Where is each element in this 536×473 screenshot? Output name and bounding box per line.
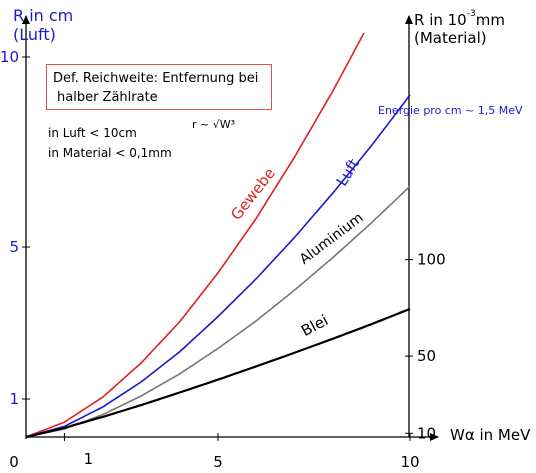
x-axis-tick-label: 10 [400, 453, 419, 471]
definition-line-2: halber Zählrate [57, 90, 158, 105]
x-axis-tick-label: 0 [9, 453, 19, 471]
definition-line-1: Def. Reichweite: Entfernung bei [53, 71, 259, 86]
x-axis-tick-label: 5 [213, 453, 223, 471]
x-axis-title: Wα in MeV [450, 426, 531, 444]
luft-range-note: in Luft < 10cm [48, 126, 137, 140]
series-line-gewebe [25, 32, 365, 438]
right-axis-tick-label: 10 [417, 424, 436, 442]
definition-box: Def. Reichweite: Entfernung bei halber Z… [46, 64, 272, 110]
right-axis-title-prefix: R in 10 [414, 11, 467, 29]
left-axis-title: R in cm (Luft) [13, 6, 73, 44]
left-axis-tick-label: 1 [9, 390, 19, 408]
series-line-blei [25, 307, 411, 439]
x-axis-tick-label: 1 [84, 450, 94, 468]
left-axis-title-line1: R in cm [13, 6, 74, 25]
right-axis-title-line2: (Material) [414, 29, 487, 47]
left-axis-tick-label: 5 [9, 238, 19, 256]
right-axis-title-exponent: -3 [466, 9, 476, 19]
right-axis-title-unit: mm [475, 11, 505, 29]
range-formula: r ~ √W³ [192, 118, 236, 131]
material-range-note: in Material < 0,1mm [48, 146, 172, 160]
left-axis-tick-label: 10 [0, 48, 19, 66]
right-axis-title: R in 10-3mm (Material) [414, 8, 505, 47]
series-label-blei: Blei [298, 311, 331, 340]
right-axis-tick-label: 100 [417, 251, 446, 269]
series-line-luft [25, 94, 411, 438]
energy-note: Energie pro cm ~ 1,5 MeV [378, 104, 523, 117]
right-axis-tick-label: 50 [417, 347, 436, 365]
left-axis-title-line2: (Luft) [13, 25, 56, 44]
